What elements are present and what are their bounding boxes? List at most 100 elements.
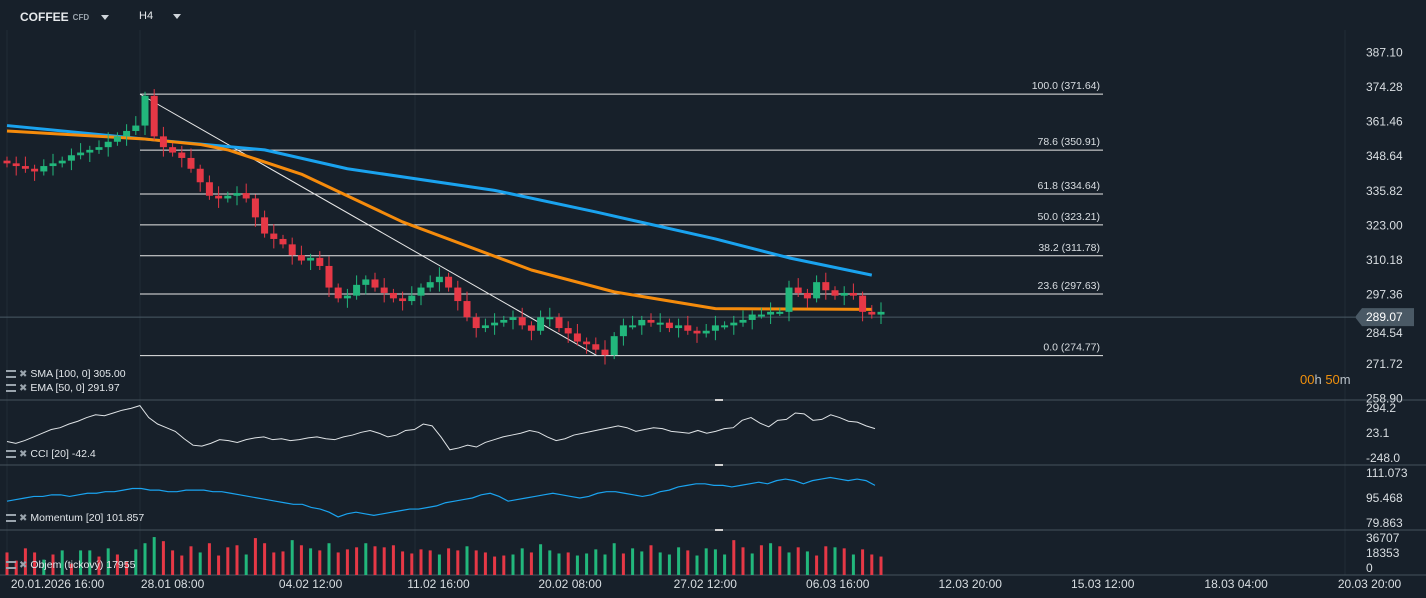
candle-body: [822, 282, 830, 291]
volume-bar: [106, 548, 110, 575]
fib-level-label: 78.6 (350.91): [1038, 136, 1100, 148]
sma-line: [6, 124, 873, 277]
price-axis-label: 310.18: [1366, 253, 1403, 267]
candle-body: [178, 152, 186, 158]
candle-body: [288, 244, 296, 256]
candle-body: [399, 298, 407, 302]
volume-bar: [493, 556, 497, 575]
symbol-selector[interactable]: COFFEE CFD: [20, 10, 110, 24]
candle-body: [500, 319, 508, 323]
volume-bar: [585, 553, 589, 575]
volume-bar: [391, 545, 395, 575]
candle-body: [619, 325, 627, 337]
candle-body: [261, 217, 269, 234]
settings-icon[interactable]: [6, 514, 16, 522]
price-axis-label: 335.82: [1366, 184, 1403, 198]
time-axis-label: 18.03 04:00: [1204, 577, 1268, 591]
candle-body: [417, 287, 425, 296]
close-icon[interactable]: ✖: [19, 368, 28, 380]
candle-body: [748, 314, 756, 320]
volume-bar: [189, 546, 193, 575]
momentum-line: [6, 476, 876, 518]
legend-momentum: ✖ Momentum [20] 101.857: [6, 512, 144, 524]
volume-bar: [364, 543, 368, 575]
volume-bar: [97, 556, 101, 575]
candle-body: [12, 163, 20, 167]
candle-body: [675, 325, 683, 329]
volume-bar: [217, 555, 221, 575]
volume-bar: [33, 552, 37, 575]
close-icon[interactable]: ✖: [19, 559, 28, 571]
volume-bar: [198, 552, 202, 575]
candle-body: [518, 317, 526, 326]
cci-axis-label: -248.0: [1366, 451, 1400, 465]
candle-body: [297, 255, 305, 261]
time-axis-label: 20.01.2026 16:00: [11, 577, 105, 591]
candle-body: [426, 282, 434, 288]
volume-bar: [539, 544, 543, 575]
volume-bar: [502, 555, 506, 575]
time-axis-label: 11.02 16:00: [407, 577, 470, 591]
time-axis-label: 20.03 20:00: [1338, 577, 1402, 591]
close-icon[interactable]: ✖: [19, 512, 28, 524]
volume-bar: [125, 561, 129, 575]
candle-body: [251, 198, 259, 218]
volume-bar: [410, 553, 414, 575]
candle-body: [803, 292, 811, 299]
volume-bar: [741, 547, 745, 575]
timeframe-selector[interactable]: H4: [139, 10, 182, 22]
fib-level-label: 61.8 (334.64): [1038, 180, 1100, 192]
candle-body: [859, 295, 867, 312]
candle-body: [343, 295, 351, 299]
volume-bar: [677, 547, 681, 575]
timer-h-unit: h: [1314, 372, 1322, 387]
candle-body: [877, 311, 885, 315]
price-axis-label: 387.10: [1366, 45, 1403, 59]
candle-countdown: 00h 50m: [1300, 372, 1351, 387]
candle-body: [325, 265, 333, 288]
candle-body: [316, 257, 324, 266]
volume-bar: [419, 549, 423, 575]
candle-body: [638, 319, 646, 326]
volume-bar: [207, 543, 211, 575]
pane-resize-handle: [715, 399, 723, 401]
candle-body: [840, 292, 848, 296]
settings-icon[interactable]: [6, 561, 16, 569]
current-price-tag: [1355, 308, 1414, 327]
settings-icon[interactable]: [6, 384, 16, 392]
candle-body: [21, 166, 29, 169]
pane-resize-handle: [715, 529, 723, 531]
candle-body: [104, 141, 112, 148]
candle-body: [721, 325, 729, 328]
candle-body: [31, 168, 39, 172]
volume-bar: [253, 538, 257, 575]
settings-icon[interactable]: [6, 450, 16, 458]
time-axis-label: 28.01 08:00: [141, 577, 205, 591]
momentum-axis-label: 95.468: [1366, 491, 1403, 505]
close-icon[interactable]: ✖: [19, 448, 28, 460]
settings-icon[interactable]: [6, 370, 16, 378]
time-axis-label: 04.02 12:00: [279, 577, 343, 591]
volume-bar: [815, 555, 819, 575]
volume-bar: [115, 554, 119, 575]
candle-body: [583, 341, 591, 345]
volume-bar: [373, 546, 377, 575]
candle-body: [141, 95, 149, 126]
volume-bar: [171, 550, 175, 575]
volume-bar: [235, 545, 239, 575]
candle-body: [435, 276, 443, 283]
candle-body: [353, 284, 361, 296]
volume-bar: [566, 552, 570, 575]
symbol-name: COFFEE: [20, 10, 69, 24]
volume-bar: [686, 550, 690, 575]
timer-minutes: 50: [1325, 372, 1340, 387]
close-icon[interactable]: ✖: [19, 382, 28, 394]
candle-body: [196, 168, 204, 183]
volume-bar: [290, 540, 294, 575]
volume-bar: [520, 548, 524, 575]
price-axis-label: 271.72: [1366, 357, 1403, 371]
candle-body: [58, 160, 66, 164]
candle-body: [601, 349, 609, 356]
volume-bar: [152, 537, 156, 575]
